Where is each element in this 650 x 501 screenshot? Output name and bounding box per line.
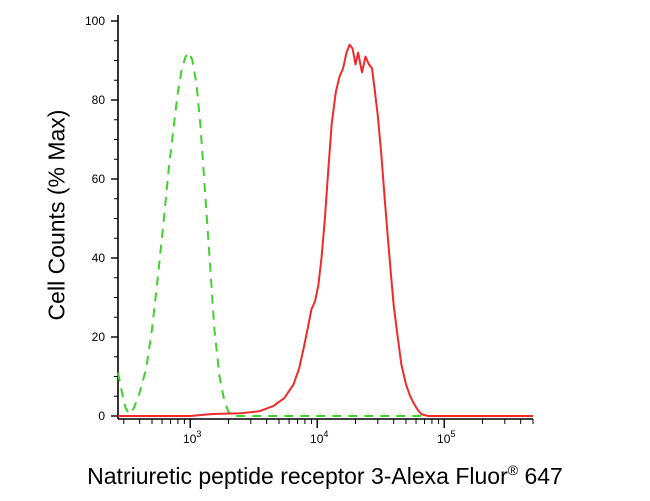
x-tick-label-exponent: 4 [323,429,328,439]
x-tick-label-base: 10 [183,432,197,446]
x-axis-label-suffix: 647 [524,463,563,489]
x-tick-label-exponent: 3 [196,429,201,439]
curves [117,43,533,417]
y-axis-label: Cell Counts (% Max) [43,109,70,321]
x-tick-label-base: 10 [310,432,324,446]
x-tick-label: 104 [310,429,328,446]
x-axis-label-sup: ® [507,462,519,478]
x-axis-label-text: Natriuretic peptide receptor 3-Alexa Flu… [87,463,508,489]
x-tick-label-exponent: 5 [450,429,455,439]
y-tick-label: 40 [92,251,106,265]
y-tick-label: 100 [85,14,105,28]
x-tick-label: 105 [437,429,455,446]
axes [117,15,533,420]
y-tick-label: 60 [92,172,106,186]
x-tick-label-base: 10 [437,432,451,446]
y-tick-label: 0 [98,409,105,423]
y-tick-label: 20 [92,330,106,344]
x-tick-label: 103 [183,429,201,446]
tick-marks [111,20,534,428]
x-axis-label: Natriuretic peptide receptor 3-Alexa Flu… [0,462,650,490]
y-tick-label: 80 [92,93,106,107]
series-1-line [117,51,533,417]
series-2-line [118,43,533,417]
